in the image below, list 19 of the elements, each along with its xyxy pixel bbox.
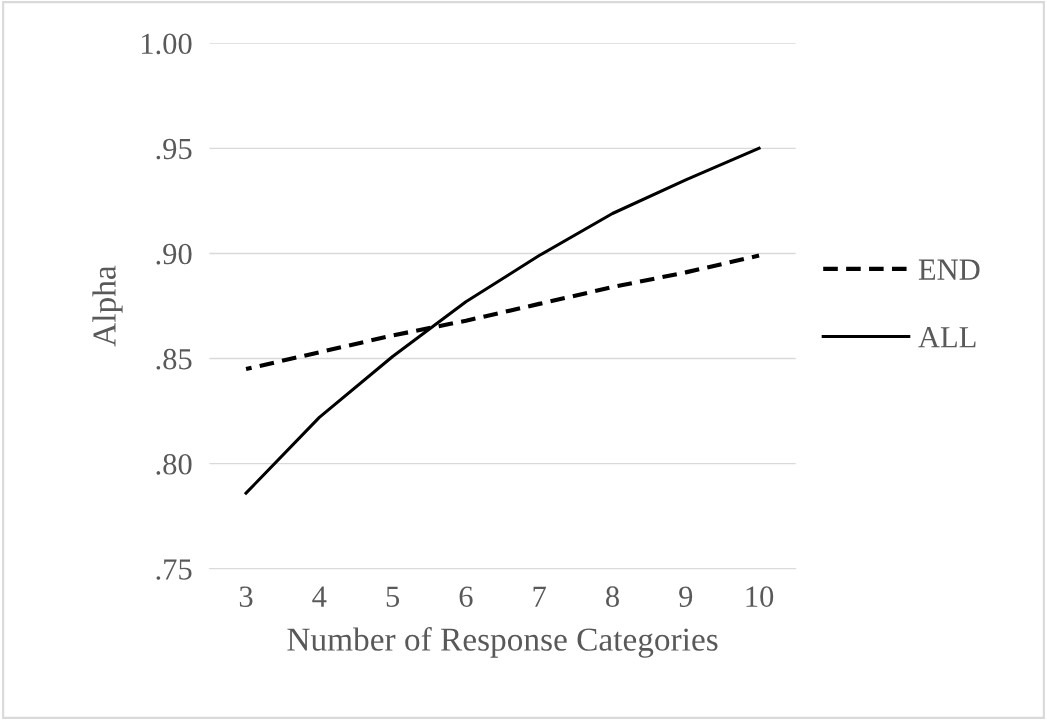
y-tick-label: .90: [156, 243, 192, 265]
legend-label: ALL: [918, 327, 976, 348]
y-tick-label: .85: [156, 348, 192, 370]
x-tick-label: 5: [386, 586, 400, 607]
y-axis-title: Alpha: [92, 265, 123, 347]
x-tick-label: 3: [239, 586, 253, 607]
line-series: [244, 146, 761, 495]
x-tick-label: 9: [679, 586, 693, 607]
y-tick-label: 1.00: [141, 33, 192, 55]
y-tick-label: .75: [156, 559, 192, 580]
y-tick-label: .80: [156, 453, 192, 475]
x-tick-label: 6: [459, 586, 473, 607]
legend-label: END: [918, 259, 980, 280]
x-tick-label: 10: [746, 586, 774, 607]
x-axis-title: Number of Response Categories: [287, 627, 718, 658]
y-tick-label: .95: [156, 138, 192, 160]
x-tick-label: 7: [533, 586, 546, 607]
x-tick-label: 8: [606, 586, 619, 607]
x-tick-label: 4: [312, 586, 327, 607]
